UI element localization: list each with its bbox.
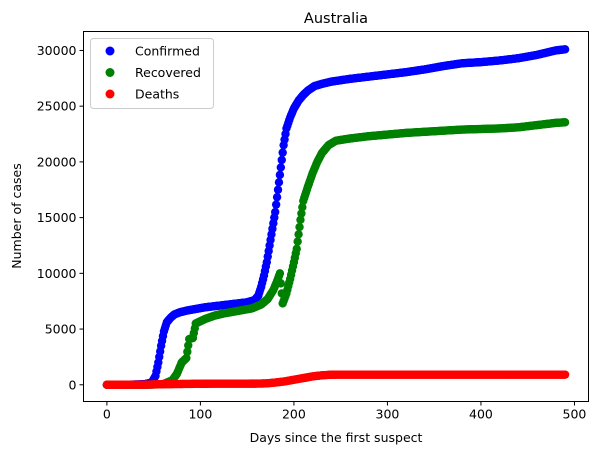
legend-marker-confirmed [105,46,115,56]
y-tick-label: 5000 [45,322,77,337]
data-point [276,279,286,288]
y-tick-label: 25000 [37,99,77,114]
data-point [294,230,303,239]
x-tick-label: 400 [469,407,493,422]
y-tick-label: 20000 [37,154,77,169]
x-axis: 0 100 200 300 400 500 [103,401,587,422]
data-point [274,178,284,187]
data-point [277,155,286,165]
legend-label-recovered: Recovered [135,65,201,80]
data-point [293,237,302,246]
y-tick-label: 15000 [37,210,77,225]
data-point [276,163,286,172]
y-tick-label: 10000 [37,266,77,281]
series-recovered [102,118,570,389]
data-point [560,370,570,379]
data-point [184,341,193,350]
y-tick-label: 0 [69,377,77,392]
x-tick-label: 100 [188,407,212,422]
data-point [296,215,305,225]
data-point [295,222,304,232]
y-axis-label: Number of cases [9,163,24,268]
data-point [183,347,192,356]
data-point [271,200,281,209]
y-tick-label: 30000 [37,43,77,58]
x-tick-label: 200 [282,407,306,422]
data-point [271,207,280,217]
data-point [182,353,191,363]
series-deaths [102,370,570,389]
data-point [275,269,285,278]
plot-area [102,45,570,389]
x-tick-label: 500 [563,407,587,422]
data-point [560,45,570,54]
x-tick-label: 0 [103,407,111,422]
legend-label-deaths: Deaths [135,87,179,102]
data-point [273,185,283,194]
data-point [560,118,570,127]
data-point [292,244,301,254]
legend-label-confirmed: Confirmed [135,44,200,59]
data-point [297,209,306,218]
x-tick-label: 300 [376,407,400,422]
legend: Confirmed Recovered Deaths [90,38,214,109]
x-axis-label: Days since the first suspect [250,430,423,445]
chart-title: Australia [304,11,368,27]
data-point [278,148,287,157]
data-point [272,192,282,202]
legend-marker-deaths [105,89,115,99]
data-point [275,170,285,180]
legend-marker-recovered [105,68,115,77]
y-axis: 0 5000 10000 15000 20000 25000 30000 [37,43,84,392]
legend-box [90,38,214,109]
data-point [298,203,307,212]
